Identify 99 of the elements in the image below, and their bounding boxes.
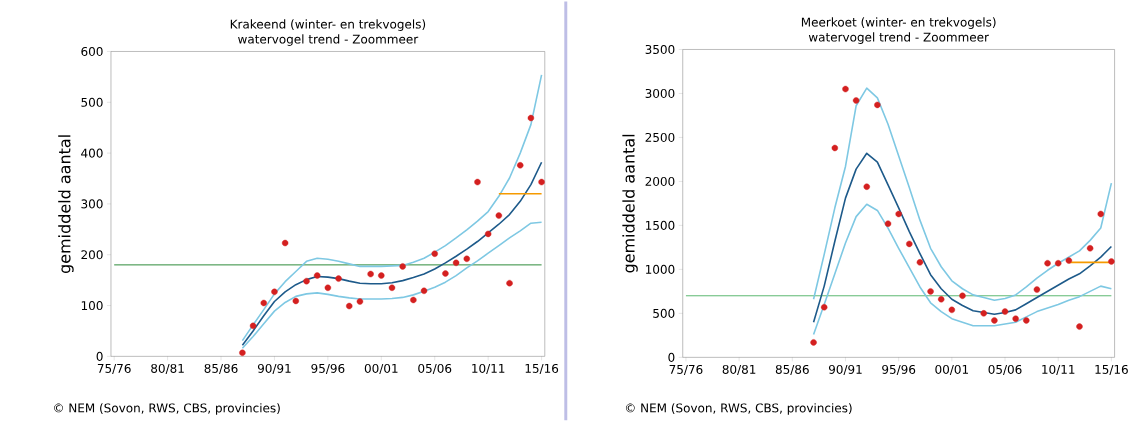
y-tick-label: 1000 [646,264,675,275]
point [239,349,246,357]
x-tick-label: 90/91 [828,364,862,375]
point [959,292,966,300]
point [1108,258,1115,265]
point [303,278,310,285]
x-tick-label: 80/81 [151,363,184,374]
point [1023,317,1030,324]
y-tick-label: 1500 [646,220,675,231]
point [1097,210,1104,218]
point [324,284,332,292]
point [1076,323,1083,330]
point [378,272,385,279]
x-tick-label: 10/11 [472,363,505,374]
chart-subtitle: watervogel trend - Zoommeer [238,34,419,47]
y-tick-label: 400 [81,148,103,158]
point [916,259,924,266]
point [852,97,860,104]
x-tick-label: 05/06 [418,363,452,374]
chart-subtitle: watervogel trend - Zoommeer [808,32,989,45]
point [810,339,817,346]
point [410,296,417,304]
point [948,306,956,314]
y-axis-title: gemiddeld aantal [58,135,74,274]
point [1044,260,1051,267]
point [517,162,524,169]
point [367,270,374,278]
text: © NEM (Sovon, RWS, CBS, provincies) [625,403,852,415]
point [1055,260,1062,267]
y-tick-label: 2500 [645,132,675,143]
y-tick-label: 500 [653,308,675,318]
point [495,212,503,219]
x-tick-label: 95/96 [311,363,345,374]
point [906,240,913,248]
x-tick-label: 00/01 [364,363,398,374]
x-tick-label: 75/76 [97,363,131,374]
y-tick-label: 0 [96,351,103,361]
line-series [241,161,543,347]
y-tick-label: 0 [668,352,675,362]
y-tick-label: 3000 [645,89,675,99]
point [927,288,934,295]
chart-title: Krakeend (winter- en trekvogels) [230,19,426,32]
x-tick-label: 90/91 [257,363,291,374]
point [884,220,892,227]
point [452,259,460,267]
y-tick-label: 100 [81,301,103,311]
point [1065,257,1073,264]
chart-title: Meerkoet (winter- en trekvogels) [801,17,996,30]
point [314,272,321,279]
point [863,183,870,190]
point [980,310,987,317]
y-tick-label: 600 [81,47,103,57]
point [442,270,449,277]
y-tick-label: 200 [81,250,103,260]
point [842,85,849,93]
x-tick-label: 85/86 [775,364,809,375]
x-tick-label: 05/06 [988,364,1022,375]
point [895,210,902,218]
point [420,287,428,295]
x-tick-label: 85/86 [204,363,238,374]
y-tick-label: 3500 [645,45,675,55]
y-axis-title: gemiddeld aantal [622,134,638,273]
x-tick-label: 00/01 [935,364,969,375]
point [335,275,342,282]
y-tick-label: 2000 [645,176,675,187]
y-tick-label: 500 [81,97,103,107]
x-tick-label: 15/16 [525,363,559,374]
point [431,250,438,257]
point [346,302,353,310]
point [292,297,300,305]
point [1033,286,1041,293]
x-tick-label: 75/76 [669,364,703,375]
point [831,144,839,152]
point [474,178,481,186]
point [506,280,513,287]
point [538,178,545,186]
point [260,299,267,307]
point [271,288,278,296]
point [1086,245,1094,252]
text: © NEM (Sovon, RWS, CBS, provincies) [54,403,280,415]
point [463,255,470,263]
point [249,322,257,330]
x-tick-label: 15/16 [1095,364,1128,375]
point [821,304,828,311]
point [1001,308,1009,315]
point [281,239,289,247]
point [874,101,881,109]
x-tick-label: 10/11 [1042,364,1075,375]
x-tick-label: 80/81 [722,364,756,375]
point [388,284,396,292]
point [991,317,998,324]
point [356,298,364,305]
point [527,114,535,122]
point [484,230,492,238]
y-tick-label: 300 [81,199,103,209]
x-tick-label: 95/96 [882,364,916,375]
point [1012,315,1019,322]
point [399,263,406,270]
point [938,296,945,303]
